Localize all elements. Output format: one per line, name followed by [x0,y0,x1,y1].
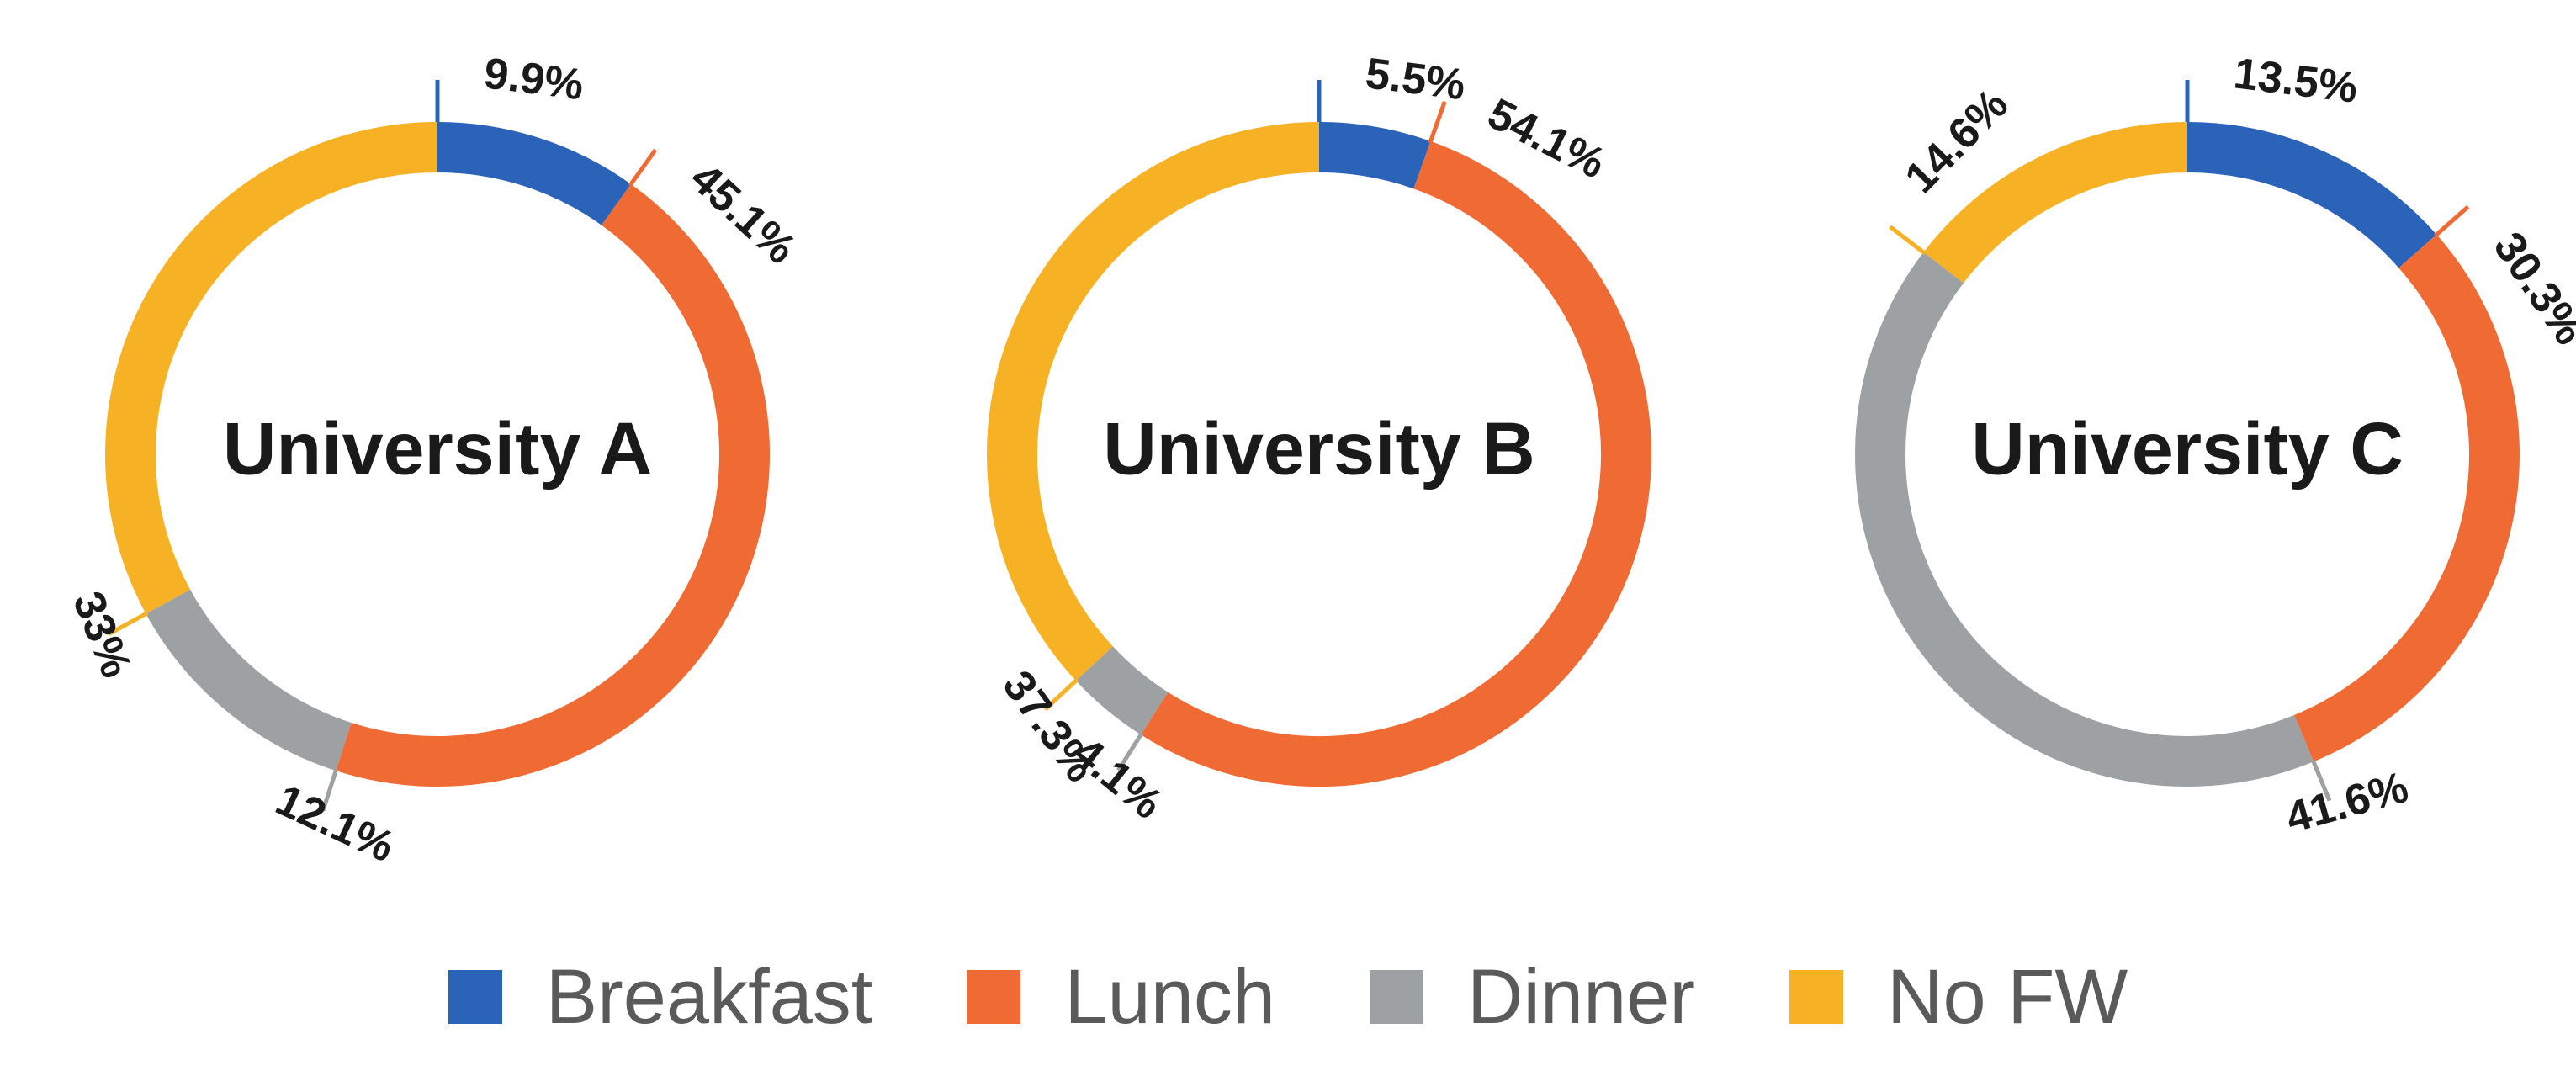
legend: Breakfast Lunch Dinner No FW [0,942,2576,1052]
tick-university-a-no-fw [108,611,149,636]
tick-university-c-dinner [2310,759,2332,802]
donut-university-c: 13.5%30.3%41.6%14.6%University C [1855,49,2576,843]
tick-university-b-lunch [1428,100,1447,144]
label-university-c-dinner: 41.6% [2281,763,2414,843]
label-university-a-breakfast: 9.9% [481,49,586,109]
legend-item-breakfast: Breakfast [448,954,873,1040]
legend-swatch-dinner [1370,970,1424,1024]
slice-university-a-lunch [336,183,770,787]
slice-university-a-no-fw [105,122,438,614]
slice-university-b-breakfast [1318,122,1431,189]
center-title-university-a: University A [223,406,652,490]
slice-university-b-lunch [1141,140,1651,787]
legend-swatch-no-fw [1789,970,1844,1024]
label-university-a-no-fw: 33% [63,585,140,684]
legend-label-no-fw: No FW [1887,954,2128,1040]
tick-university-c-lunch [2434,204,2470,237]
slice-university-b-no-fw [987,122,1320,681]
label-university-c-lunch: 30.3% [2484,224,2576,353]
legend-item-no-fw: No FW [1789,958,2128,1036]
tick-university-c-no-fw [1889,225,1927,256]
center-title-university-c: University C [1971,406,2404,490]
legend-label-breakfast: Breakfast [545,954,873,1040]
legend-item-lunch: Lunch [967,958,1275,1036]
tick-university-a-lunch [628,148,658,187]
label-university-b-lunch: 54.1% [1480,89,1613,188]
legend-label-dinner: Dinner [1467,954,1696,1040]
slice-university-c-no-fw [1923,122,2188,284]
label-university-a-dinner: 12.1% [268,776,401,867]
label-university-b-breakfast: 5.5% [1363,49,1468,109]
legend-swatch-breakfast [448,970,502,1024]
slice-university-a-dinner [146,589,352,771]
slice-university-b-dinner [1075,645,1169,735]
center-title-university-b: University B [1103,406,1535,490]
slice-university-c-dinner [1855,252,2314,787]
slice-university-c-lunch [2294,234,2520,762]
tick-university-a-dinner [321,768,339,812]
slice-university-a-breakfast [437,122,631,225]
label-university-c-breakfast: 13.5% [2231,49,2360,113]
tick-university-b-dinner [1116,732,1144,771]
donut-university-b: 5.5%54.1%4.1%37.3%University B [987,49,1651,829]
donut-university-a: 9.9%45.1%12.1%33%University A [63,49,805,867]
tick-university-b-no-fw [1043,677,1079,712]
slice-university-c-breakfast [2186,122,2437,268]
legend-swatch-lunch [967,970,1021,1024]
legend-label-lunch: Lunch [1064,954,1276,1040]
legend-item-dinner: Dinner [1370,958,1695,1036]
donut-charts: 9.9%45.1%12.1%33%University A5.5%54.1%4.… [63,49,2576,867]
